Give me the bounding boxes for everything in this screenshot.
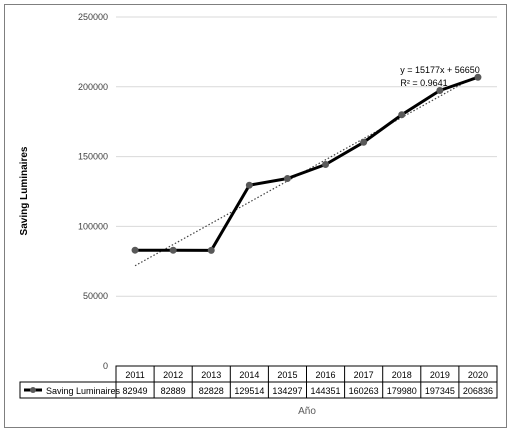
y-axis-label: Saving Luminaires	[19, 146, 30, 235]
x-tick-label: 2019	[430, 370, 450, 380]
legend-marker	[30, 387, 36, 393]
data-label: 82889	[161, 386, 186, 396]
data-point	[245, 181, 253, 189]
data-label: 82828	[199, 386, 224, 396]
x-tick-label: 2020	[468, 370, 488, 380]
x-tick-label: 2018	[392, 370, 412, 380]
chart-frame	[4, 4, 507, 428]
y-tick-label: 200000	[78, 82, 108, 92]
y-axis-ticks: 0 50000 100000 150000 200000 250000	[78, 12, 108, 371]
data-point	[283, 175, 291, 183]
data-point	[169, 246, 177, 254]
data-point	[474, 73, 482, 81]
x-tick-label: 2015	[277, 370, 297, 380]
data-label: 82949	[123, 386, 148, 396]
x-tick-label: 2016	[316, 370, 336, 380]
data-point	[398, 111, 406, 119]
trendline-equation: y = 15177x + 56650	[400, 65, 480, 75]
data-label: 129514	[234, 386, 264, 396]
data-table: 2011 2012 2013 2014 2015 2016 2017 2018 2019 2020…	[19, 365, 498, 399]
y-tick-label: 100000	[78, 221, 108, 231]
x-tick-label: 2011	[125, 370, 144, 380]
data-label: 134297	[272, 386, 302, 396]
series-layer	[131, 73, 482, 254]
trendline-r-squared: R² = 0.9641	[400, 78, 447, 88]
series-line	[135, 75, 479, 252]
x-tick-label: 2014	[239, 370, 259, 380]
gridlines	[116, 16, 497, 297]
y-tick-label: 150000	[78, 152, 108, 162]
data-label: 179980	[387, 386, 417, 396]
data-point	[322, 160, 330, 168]
x-axis-label: Año	[298, 406, 316, 417]
y-tick-label: 50000	[83, 291, 108, 301]
data-point	[436, 87, 444, 95]
data-label: 197345	[425, 386, 455, 396]
data-point	[360, 138, 368, 146]
data-label: 144351	[311, 386, 341, 396]
y-tick-label: 250000	[78, 12, 108, 22]
x-tick-label: 2017	[354, 370, 374, 380]
y-tick-label: 0	[103, 361, 108, 371]
data-point	[207, 246, 215, 254]
legend-label: Saving Luminaires	[46, 386, 121, 396]
data-label: 206836	[463, 386, 493, 396]
data-point	[131, 246, 139, 254]
x-tick-label: 2013	[201, 370, 221, 380]
x-tick-label: 2012	[163, 370, 183, 380]
data-label: 160263	[349, 386, 379, 396]
